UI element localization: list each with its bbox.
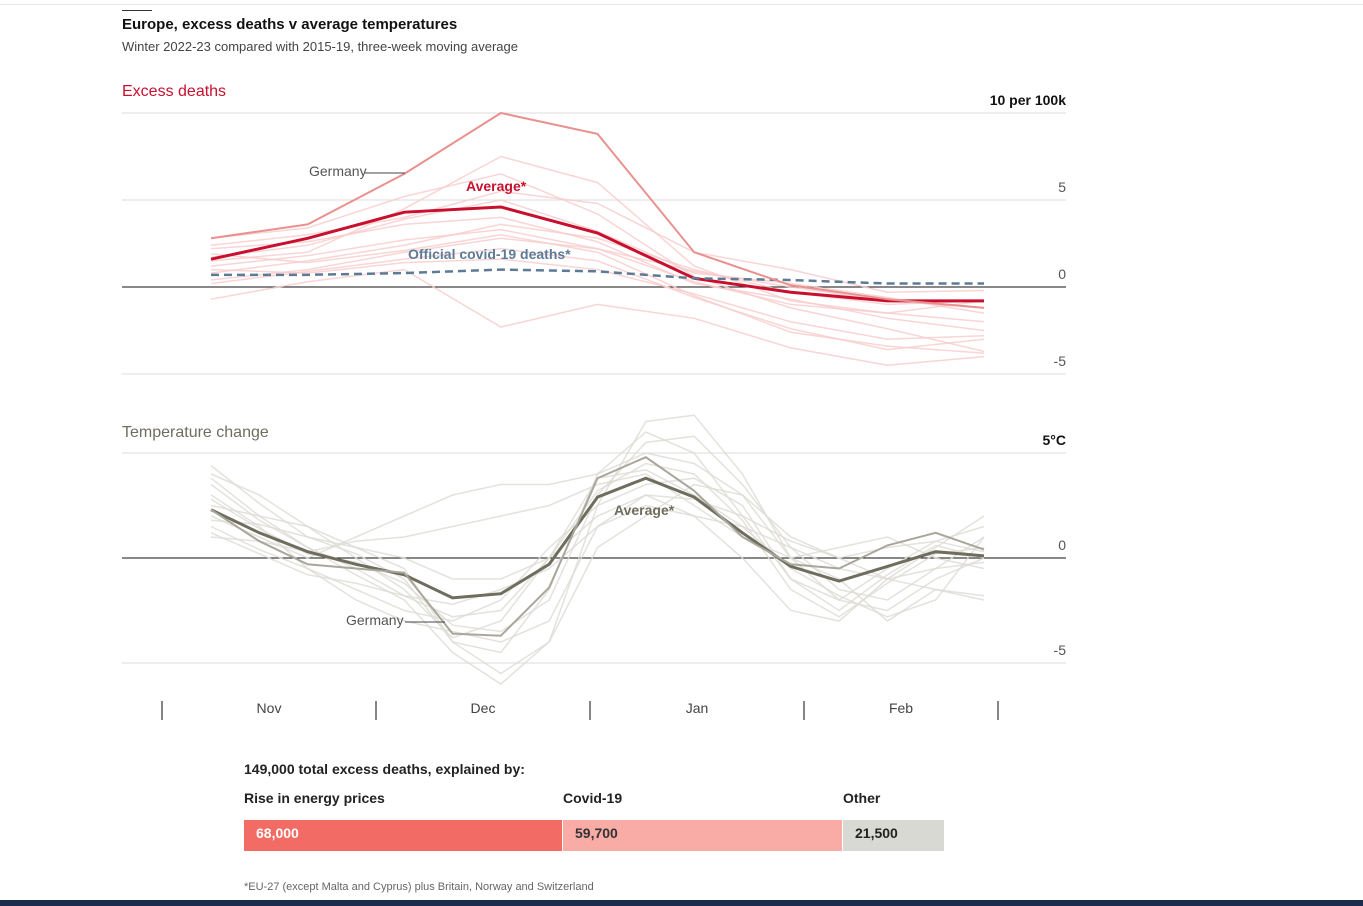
y-tick-label: 0: [1058, 266, 1066, 282]
y-tick-label: -5: [1054, 353, 1067, 369]
footnote: *EU-27 (except Malta and Cyprus) plus Br…: [244, 881, 594, 893]
bottom-bar: [0, 900, 1363, 906]
country-line: [210, 223, 985, 306]
country-line: [210, 155, 985, 314]
covid-label: Covid-19: [563, 790, 623, 806]
country-line: [210, 234, 985, 354]
energy-prices-bar: 68,000: [244, 820, 562, 851]
chart-title: Europe, excess deaths v average temperat…: [122, 16, 458, 33]
month-label: Feb: [889, 700, 913, 716]
other-bar: 21,500: [843, 820, 944, 851]
country-line: [210, 494, 985, 643]
breakdown-heading: 149,000 total excess deaths, explained b…: [244, 761, 525, 777]
y-tick-label: -5: [1054, 642, 1067, 658]
covid-bar: 59,700: [563, 820, 842, 851]
temperature-germany-label: Germany: [346, 612, 404, 628]
chart-subtitle: Winter 2022-23 compared with 2015-19, th…: [122, 39, 518, 54]
country-line: [210, 173, 985, 353]
y-tick-label: 5°C: [1043, 432, 1067, 448]
temperature-panel-title: Temperature change: [122, 424, 269, 441]
y-tick-label: 10 per 100k: [990, 92, 1066, 108]
month-label: Nov: [257, 700, 282, 716]
month-label: Dec: [471, 700, 496, 716]
covid-label: Official covid-19 deaths*: [408, 246, 571, 262]
month-label: Jan: [686, 700, 709, 716]
top-border: [0, 4, 1363, 5]
temperature-panel: 5°C 0 -5 Average* Germany: [122, 414, 1067, 685]
country-line: [210, 414, 985, 685]
covid-line: [211, 268, 984, 285]
average-line: [210, 476, 985, 600]
excess-deaths-panel: 10 per 100k 5 0 -5 Germany Average* Official c…: [122, 92, 1067, 375]
chart-canvas: Excess deaths Temperature change 10 per …: [122, 83, 1067, 720]
title-rule: [122, 10, 152, 11]
germany-line: [210, 111, 985, 309]
country-line: [210, 237, 985, 309]
country-line: [210, 199, 985, 314]
germany-line: [210, 456, 985, 637]
excess-average-label: Average*: [466, 178, 527, 194]
temperature-average-label: Average*: [614, 502, 675, 518]
y-tick-label: 0: [1058, 537, 1066, 553]
excess-panel-title: Excess deaths: [122, 83, 226, 100]
other-label: Other: [843, 790, 881, 806]
energy-prices-label: Rise in energy prices: [244, 790, 385, 806]
country-line: [210, 494, 985, 580]
country-line: [210, 247, 985, 351]
country-line: [210, 483, 985, 675]
country-line: [210, 268, 985, 367]
country-line: [210, 435, 985, 633]
y-tick-label: 5: [1058, 179, 1066, 195]
average-line: [210, 205, 984, 303]
country-line: [210, 431, 985, 654]
month-axis: Nov Dec Jan Feb: [161, 700, 999, 720]
country-line: [210, 462, 985, 618]
germany-label: Germany: [309, 163, 367, 179]
country-line: [210, 258, 985, 340]
country-line: [210, 504, 985, 605]
